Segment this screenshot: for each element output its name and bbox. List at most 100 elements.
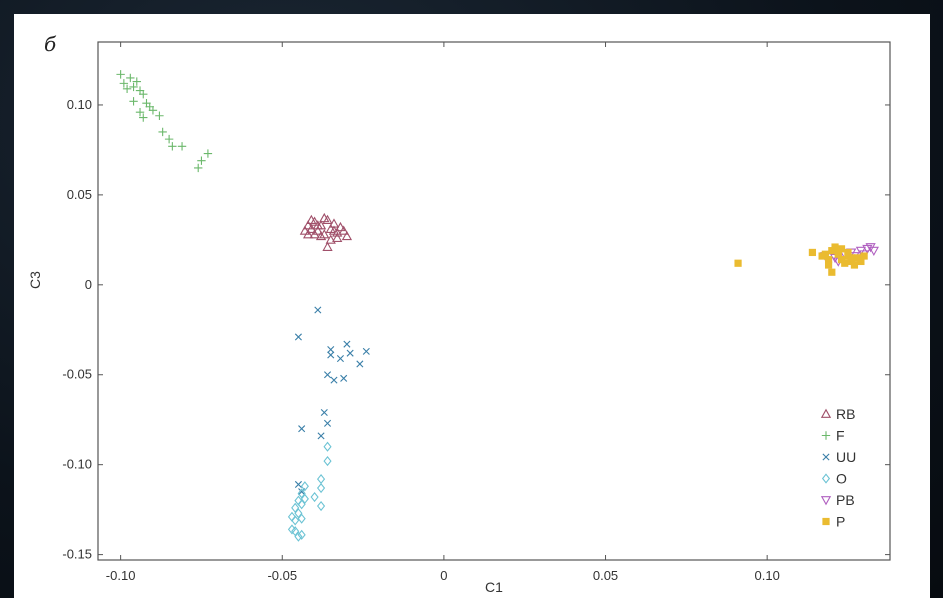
point-uu	[298, 425, 306, 433]
point-f	[197, 156, 206, 165]
point-f	[168, 142, 177, 151]
point-rb	[302, 229, 314, 239]
point-f	[132, 77, 141, 86]
point-rb	[335, 221, 346, 232]
y-tick-label: -0.05	[62, 367, 92, 382]
point-o	[294, 508, 303, 519]
point-rb	[309, 229, 320, 239]
point-f	[203, 149, 213, 158]
legend-item-uu: UU	[822, 449, 856, 465]
point-rb	[309, 216, 320, 226]
point-rb	[328, 225, 340, 235]
point-rb	[325, 234, 336, 244]
legend-marker-f	[821, 431, 831, 440]
point-f	[135, 107, 145, 117]
point-rb	[315, 230, 327, 241]
point-pb	[868, 246, 879, 256]
series-p	[734, 243, 868, 276]
point-p	[821, 250, 829, 258]
point-uu	[362, 347, 370, 355]
x-axis-title: C1	[485, 579, 503, 595]
point-f	[139, 89, 148, 99]
y-tick-label: -0.15	[62, 547, 92, 562]
point-o	[297, 488, 306, 499]
point-uu	[320, 408, 328, 417]
point-p	[734, 259, 742, 267]
x-tick-label: 0.05	[593, 568, 618, 583]
point-o	[287, 524, 297, 535]
point-rb	[332, 232, 343, 242]
point-p	[808, 248, 817, 257]
legend-label: PB	[836, 492, 855, 508]
point-rb	[332, 227, 343, 237]
point-p	[857, 257, 865, 266]
y-axis-title: C3	[27, 271, 43, 289]
legend-item-rb: RB	[820, 406, 855, 422]
point-o	[291, 515, 300, 526]
scatter-chart: -0.10 -0.05 0 0.05 0.10 0.10 0.05 0 -0.05 -0.10 -0…	[27, 41, 891, 595]
point-rb	[341, 230, 353, 241]
point-uu	[346, 349, 354, 357]
legend-marker-p	[822, 517, 830, 526]
point-pb	[865, 243, 876, 253]
y-tick-label: -0.10	[62, 457, 92, 472]
legend-item-p: P	[822, 514, 845, 530]
point-rb	[319, 212, 330, 223]
x-tick-label: 0	[440, 568, 447, 583]
point-o	[297, 513, 306, 524]
point-f	[194, 163, 203, 173]
point-uu	[294, 333, 302, 341]
point-f	[122, 84, 132, 93]
point-p	[831, 243, 839, 251]
point-uu	[323, 419, 332, 427]
point-p	[847, 254, 855, 262]
axis-ticks: -0.10 -0.05 0 0.05 0.10 0.10 0.05 0 -0.05 -0.10 -0…	[62, 42, 890, 583]
y-tick-label: 0.10	[67, 97, 92, 112]
point-f	[139, 113, 148, 122]
legend-label: F	[836, 428, 845, 444]
figure-panel: б -0.10 -0.05 0 0.05 0.10 0.10 0.05 0 -0.05 -0.10…	[14, 14, 930, 598]
point-f	[145, 102, 154, 111]
point-f	[126, 73, 135, 83]
point-o	[323, 441, 332, 452]
y-tick-label: 0	[85, 277, 92, 292]
legend-label: P	[836, 514, 845, 530]
point-uu	[340, 374, 348, 382]
point-p	[824, 256, 833, 264]
series-f	[116, 70, 213, 173]
point-f	[164, 134, 174, 144]
point-o	[297, 529, 306, 540]
legend-marker-pb	[820, 496, 832, 506]
point-uu	[314, 306, 322, 314]
data-points	[116, 70, 879, 542]
point-uu	[327, 351, 335, 359]
point-f	[158, 127, 167, 137]
point-rb	[312, 220, 323, 230]
y-tick-label: 0.05	[67, 187, 92, 202]
point-rb	[322, 241, 333, 251]
point-f	[177, 142, 187, 151]
legend-marker-uu	[822, 453, 830, 461]
point-p	[841, 259, 849, 267]
legend-item-o: O	[821, 471, 847, 487]
point-o	[323, 455, 332, 467]
point-f	[129, 97, 138, 106]
point-uu	[323, 371, 332, 379]
legend-item-f: F	[821, 428, 845, 444]
point-f	[155, 111, 164, 120]
point-o	[316, 482, 326, 494]
chart-legend: RB F UU O PB P	[820, 406, 856, 530]
point-p	[824, 261, 833, 269]
point-o	[300, 493, 309, 504]
point-o	[300, 481, 309, 492]
point-rb	[338, 225, 349, 235]
point-p	[834, 248, 842, 257]
legend-label: UU	[836, 449, 856, 465]
point-o	[316, 500, 326, 512]
point-p	[860, 252, 868, 260]
point-o	[291, 526, 300, 537]
series-rb	[299, 212, 353, 251]
series-uu	[294, 306, 370, 496]
point-rb	[312, 225, 323, 235]
legend-label: RB	[836, 406, 855, 422]
